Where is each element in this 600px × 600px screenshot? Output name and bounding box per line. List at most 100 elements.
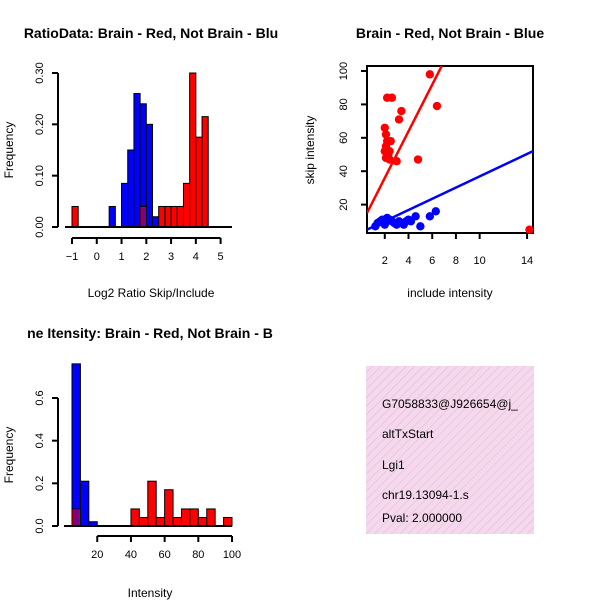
intensity-scatter-xlabel: include intensity [407,286,492,300]
intensity-histogram-bar-brain [197,516,208,527]
intensity-scatter-point-brain [413,155,423,164]
ratio-histogram-bar-brain [164,205,172,228]
intensity-histogram-bar-brain [138,516,149,527]
ratio-histogram-bar-brain [182,182,191,228]
ratio-histogram-y-tick-label: 0.20 [34,114,46,135]
intensity-histogram-y-tick-label: 0.2 [34,476,46,491]
ratio-histogram-bar-not-brain [108,205,116,228]
info-gene-locus: chr19.13094-1.s [382,488,469,502]
intensity-histogram-title: ne Itensity: Brain - Red, Not Brain - B [27,325,273,341]
intensity-histogram-bar-overlap [73,509,80,526]
ratio-histogram-x-tick-label: −1 [66,251,79,263]
intensity-histogram-bar-brain [130,508,140,527]
ratio-histogram: RatioData: Brain - Red, Not Brain - Blu … [2,25,278,300]
intensity-histogram: ne Itensity: Brain - Red, Not Brain - B … [2,325,273,600]
intensity-scatter-point-not-brain [411,212,420,221]
intensity-scatter-point-brain [425,70,435,79]
intensity-histogram-y-tick-label: 0.4 [34,433,46,448]
ratio-histogram-x-tick-label: 0 [94,251,100,263]
ratio-histogram-bar-brain [176,205,184,228]
intensity-histogram-bar-brain [172,516,182,527]
info-event-type: altTxStart [382,427,434,441]
ratio-histogram-bar-brain [195,136,203,228]
intensity-histogram-bar-brain [155,516,166,527]
ratio-histogram-bar-brain [170,205,178,228]
intensity-scatter-y-tick-label: 80 [338,98,350,110]
ratio-histogram-title: RatioData: Brain - Red, Not Brain - Blu [24,25,278,41]
ratio-histogram-bar-brain [158,205,166,228]
intensity-scatter-y-tick-label: 100 [338,62,350,80]
intensity-scatter-x-tick-label: 10 [474,255,486,267]
intensity-histogram-x-tick-label: 40 [125,549,137,561]
ratio-histogram-bar-overlap [141,207,146,227]
intensity-scatter-point-not-brain [416,222,425,231]
intensity-scatter-x-tick-label: 8 [453,255,459,267]
ratio-histogram-bar-not-brain [121,182,129,228]
intensity-scatter-y-tick-label: 20 [338,198,350,210]
intensity-scatter-point-brain [385,146,394,156]
ratio-histogram-x-tick-label: 3 [168,251,174,263]
info-panel: G7058833@J926654@j_ altTxStart Lgi1 chr1… [366,366,534,534]
intensity-histogram-bar-brain [189,508,199,527]
intensity-scatter-ylabel: skip intensity [303,116,317,185]
intensity-scatter-x-tick-label: 2 [382,255,388,267]
intensity-histogram-bar-brain [180,508,191,527]
intensity-histogram-x-tick-label: 60 [159,549,171,561]
ratio-histogram-bar-not-brain [127,149,135,228]
intensity-scatter-x-tick-label: 4 [405,255,411,267]
intensity-histogram-y-tick-label: 0.6 [34,390,46,405]
info-junction-id: G7058833@J926654@j_ [382,397,518,411]
intensity-histogram-bar-not-brain [79,480,90,527]
intensity-histogram-bar-brain [206,508,216,527]
intensity-scatter-y-tick-label: 60 [338,132,350,144]
info-gene-name: Lgi1 [382,458,405,472]
intensity-histogram-bar-not-brain [71,363,81,527]
intensity-histogram-y-tick-label: 0.0 [34,518,46,533]
intensity-scatter-point-brain [394,115,404,124]
intensity-scatter-point-brain [392,156,401,166]
ratio-histogram-x-tick-label: 5 [218,251,224,263]
info-panel-background [366,366,534,534]
intensity-scatter-point-brain [385,155,394,164]
ratio-histogram-x-tick-label: 4 [193,251,199,263]
ratio-histogram-x-tick-label: 2 [143,251,149,263]
ratio-histogram-y-tick-label: 0.00 [34,216,46,237]
intensity-scatter-point-brain [381,130,391,139]
ratio-histogram-ylabel: Frequency [2,122,16,179]
intensity-histogram-bar-brain [164,489,174,527]
intensity-scatter: Brain - Red, Not Brain - Blue include in… [303,25,544,300]
intensity-scatter-fit-brain [367,66,443,214]
intensity-scatter-frame [366,65,534,234]
intensity-scatter-point-brain [386,136,395,146]
intensity-scatter-point-brain [432,101,442,111]
intensity-scatter-point-brain [525,225,534,234]
intensity-scatter-x-tick-label: 14 [521,255,533,267]
intensity-scatter-point-brain [397,106,406,116]
ratio-histogram-y-tick-label: 0.10 [34,165,46,186]
intensity-histogram-xlabel: Intensity [128,586,173,600]
intensity-histogram-bar-brain [147,480,157,527]
intensity-histogram-x-tick-label: 20 [91,549,103,561]
ratio-histogram-bar-not-brain [152,216,160,228]
intensity-histogram-x-tick-label: 80 [192,549,204,561]
intensity-histogram-bar-brain [223,516,233,527]
intensity-scatter-fit-not-brain [367,150,533,231]
intensity-scatter-point-brain [387,93,397,102]
intensity-scatter-point-not-brain [431,207,440,216]
ratio-histogram-bar-brain [201,116,209,228]
info-pval: Pval: 2.000000 [382,511,462,525]
intensity-scatter-point-brain [380,123,389,132]
intensity-scatter-y-tick-label: 40 [338,165,350,177]
intensity-histogram-ylabel: Frequency [2,427,16,484]
ratio-histogram-y-tick-label: 0.30 [34,62,46,83]
ratio-histogram-bar-not-brain [145,123,154,228]
intensity-scatter-point-not-brain [425,212,435,221]
intensity-scatter-x-tick-label: 6 [429,255,435,267]
intensity-histogram-x-tick-label: 100 [223,549,241,561]
intensity-scatter-title: Brain - Red, Not Brain - Blue [356,25,544,41]
ratio-histogram-bar-brain [189,72,197,228]
ratio-histogram-bar-brain [71,205,79,228]
ratio-histogram-x-tick-label: 1 [118,251,124,263]
ratio-histogram-xlabel: Log2 Ratio Skip/Include [88,286,215,300]
